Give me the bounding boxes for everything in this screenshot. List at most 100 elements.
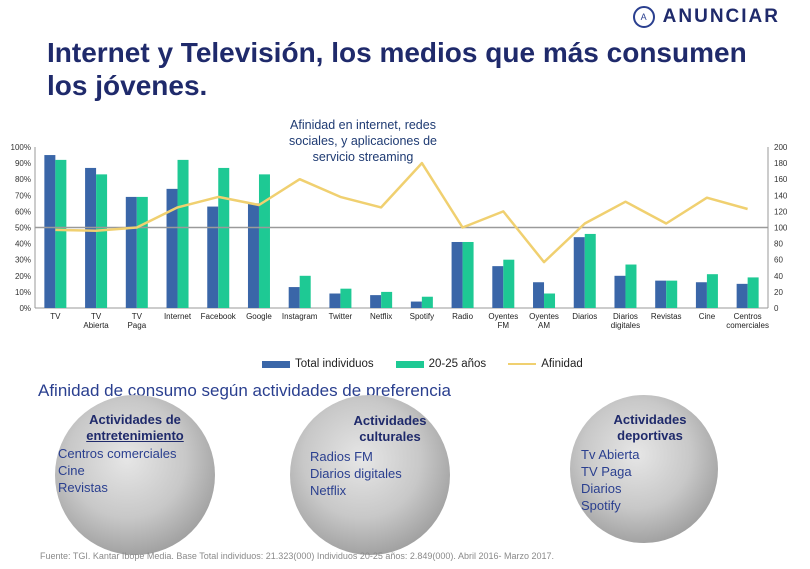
list-item: Cine: [58, 463, 85, 478]
x-tick-label-line: Paga: [127, 321, 146, 330]
x-tick-label-line: Diarios: [572, 312, 597, 321]
bar-total-individuos: [492, 266, 504, 308]
bar-total-individuos: [125, 196, 137, 308]
x-tick-label: Revistas: [651, 312, 682, 321]
bar-20-25-anos: [462, 241, 474, 308]
bar-20-25-anos: [747, 277, 759, 308]
card-sports-title: Actividades deportivas: [590, 412, 710, 444]
x-tick-label-line: Oyentes: [488, 312, 518, 321]
bar-total-individuos: [533, 282, 545, 308]
x-tick-label: Diarios digitales: [611, 312, 640, 330]
bar-20-25-anos: [381, 291, 393, 308]
bar-20-25-anos: [340, 288, 352, 308]
bar-20-25-anos: [96, 174, 108, 308]
y-tick-left: 70%: [15, 191, 31, 200]
bar-total-individuos: [370, 295, 382, 308]
list-item: Diarios: [581, 481, 622, 496]
y-tick-right: 200: [774, 143, 788, 152]
bar-20-25-anos: [55, 159, 67, 308]
culture-image: [290, 395, 450, 555]
x-tick-label: Cine: [699, 312, 716, 321]
y-tick-right: 0: [774, 304, 779, 313]
x-tick-label: TV Paga: [127, 312, 146, 330]
bar-total-individuos: [451, 241, 463, 308]
x-tick-label-line: TV: [50, 312, 61, 321]
source-note: Fuente: TGI. Kantar Ibope Media. Base To…: [40, 551, 554, 561]
x-tick-label-line: Revistas: [651, 312, 682, 321]
legend-label-young: 20-25 años: [428, 358, 487, 370]
card-sports-list: Tv Abierta TV Paga Diarios Spotify: [581, 446, 640, 514]
x-tick-label-line: Instagram: [282, 312, 318, 321]
bar-20-25-anos: [258, 174, 270, 308]
y-tick-left: 20%: [15, 272, 31, 281]
x-tick-label-line: Centros: [734, 312, 762, 321]
list-item: Netflix: [310, 483, 347, 498]
bar-20-25-anos: [421, 296, 433, 308]
y-tick-right: 80: [774, 240, 783, 249]
bar-total-individuos: [44, 155, 56, 308]
x-tick-label-line: TV: [132, 312, 143, 321]
x-tick-label-line: Cine: [699, 312, 716, 321]
y-tick-left: 100%: [11, 143, 31, 152]
x-tick-label: Radio: [452, 312, 473, 321]
bar-20-25-anos: [544, 293, 556, 308]
x-tick-label-line: Abierta: [83, 321, 109, 330]
chart-legend: Total individuos 20-25 años Afinidad: [262, 358, 583, 370]
bar-20-25-anos: [584, 233, 596, 308]
bar-total-individuos: [247, 203, 259, 308]
x-tick-label-line: Spotify: [410, 312, 434, 321]
brand-logo: A ANUNCIAR: [632, 6, 780, 28]
card-culture-title-line1: Actividades: [353, 413, 427, 428]
bar-20-25-anos: [218, 167, 230, 308]
bar-total-individuos: [166, 188, 178, 308]
x-tick-label-line: comerciales: [726, 321, 769, 330]
bar-20-25-anos: [299, 275, 311, 308]
bar-total-individuos: [85, 167, 97, 308]
series-line-afinidad: [55, 161, 748, 264]
list-item: Centros comerciales: [58, 446, 177, 461]
bar-total-individuos: [614, 275, 626, 308]
y-tick-left: 40%: [15, 240, 31, 249]
y-tick-left: 60%: [15, 207, 31, 216]
x-tick-label-line: Facebook: [201, 312, 237, 321]
y-tick-left: 30%: [15, 256, 31, 265]
page-title: Internet y Televisión, los medios que má…: [47, 37, 747, 101]
y-tick-right: 20: [774, 288, 783, 297]
card-entertainment-title-line1: Actividades de: [89, 412, 181, 427]
y-tick-right: 40: [774, 272, 783, 281]
legend-item-affinity: Afinidad: [508, 358, 583, 370]
card-culture-title-line2: culturales: [359, 429, 421, 444]
card-culture-title: Actividades culturales: [330, 413, 450, 445]
bar-20-25-anos: [666, 280, 678, 308]
bar-20-25-anos: [706, 274, 718, 308]
list-item: Spotify: [581, 498, 621, 513]
bar-20-25-anos: [625, 264, 637, 308]
y-tick-right: 120: [774, 207, 788, 216]
x-tick-label: Diarios: [572, 312, 597, 321]
list-item: Radios FM: [310, 449, 373, 464]
x-tick-label-line: AM: [538, 321, 550, 330]
y-tick-left: 10%: [15, 288, 31, 297]
legend-label-affinity: Afinidad: [541, 358, 583, 370]
card-entertainment-list: Centros comerciales Cine Revistas: [58, 445, 177, 496]
bar-total-individuos: [655, 280, 667, 308]
legend-item-total: Total individuos: [262, 358, 374, 370]
x-tick-label: TV: [50, 312, 61, 321]
bar-total-individuos: [288, 287, 300, 308]
x-tick-label-line: TV: [91, 312, 102, 321]
x-tick-label: Netflix: [370, 312, 392, 321]
legend-label-total: Total individuos: [295, 358, 374, 370]
list-item: Revistas: [58, 480, 108, 495]
sports-image: [570, 395, 718, 543]
x-tick-label-line: Netflix: [370, 312, 392, 321]
x-tick-label: Twitter: [329, 312, 353, 321]
x-tick-label-line: digitales: [611, 321, 640, 330]
card-culture-list: Radios FM Diarios digitales Netflix: [310, 448, 402, 499]
y-tick-left: 90%: [15, 159, 31, 168]
y-tick-left: 0%: [19, 304, 31, 313]
bar-total-individuos: [207, 206, 219, 308]
bar-20-25-anos: [177, 159, 189, 308]
card-sports-title-line1: Actividades: [613, 412, 687, 427]
x-tick-label-line: Oyentes: [529, 312, 559, 321]
x-tick-label: Centros comerciales: [726, 312, 769, 330]
